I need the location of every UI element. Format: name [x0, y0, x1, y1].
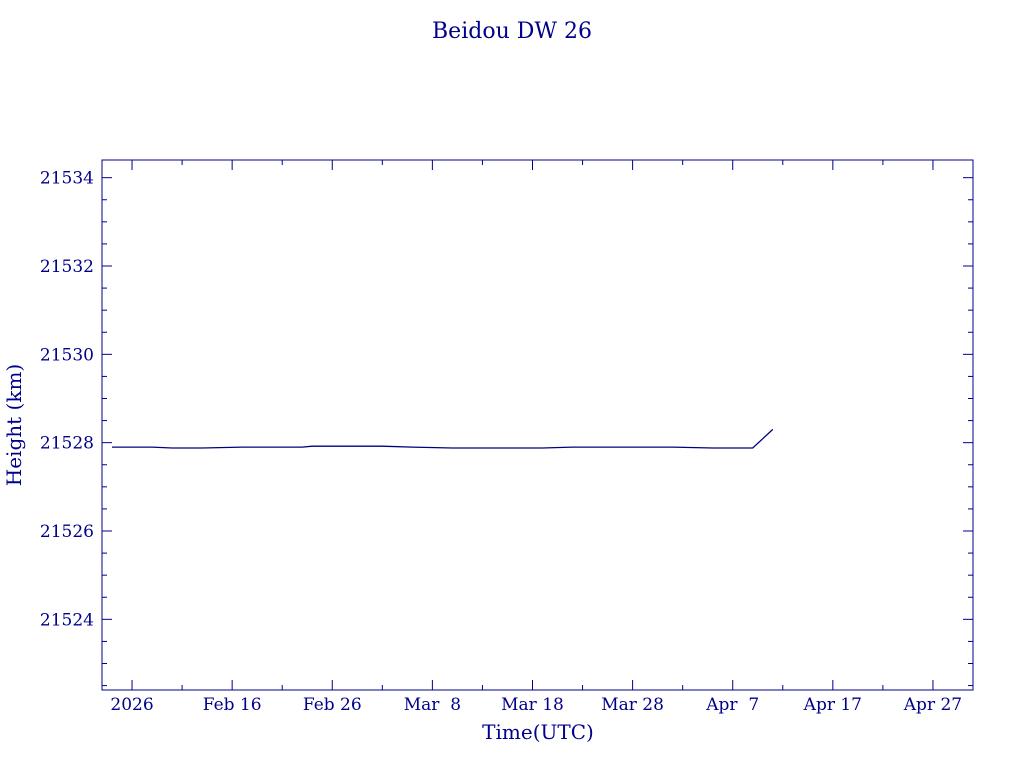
x-axis: 2026 Feb 16 Feb 26 Mar 8 Mar 18 Mar 28 Apr 7 Ap…: [110, 160, 962, 715]
x-tick-label: Mar 8: [404, 695, 461, 715]
y-axis: 21524 21526 21528 21530 21532 21534: [40, 169, 973, 687]
x-tick-label: Apr 7: [705, 695, 759, 715]
series-group: [112, 428, 774, 449]
x-tick-label: Apr 17: [803, 695, 862, 715]
x-tick-label: Feb 16: [203, 695, 262, 715]
x-tick-label: 2026: [110, 695, 153, 715]
y-tick-label: 21526: [40, 522, 94, 542]
chart-title: Beidou DW 26: [432, 19, 592, 44]
y-axis-label: Height (km): [2, 364, 26, 486]
y-tick-label: 21530: [40, 345, 94, 365]
x-tick-label: Feb 26: [303, 695, 362, 715]
series-line-0: [112, 428, 774, 449]
y-tick-label: 21534: [40, 169, 94, 189]
x-axis-label: Time(UTC): [482, 720, 594, 744]
x-tick-label: Apr 27: [903, 695, 962, 715]
y-tick-label: 21524: [40, 610, 94, 630]
plot-frame: [101, 159, 974, 691]
y-tick-label: 21532: [40, 257, 94, 277]
y-tick-label: 21528: [40, 434, 94, 454]
x-tick-label: Mar 28: [601, 695, 664, 715]
x-tick-label: Mar 18: [501, 695, 564, 715]
